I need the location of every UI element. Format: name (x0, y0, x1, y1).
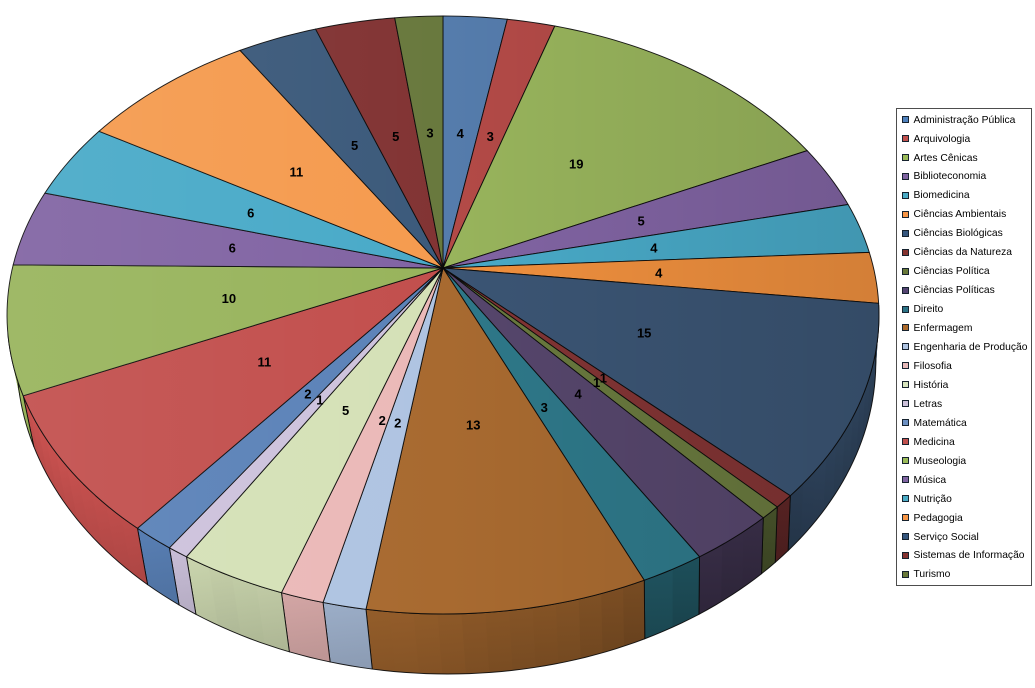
svg-text:4: 4 (650, 240, 658, 255)
svg-text:10: 10 (222, 291, 236, 306)
svg-text:19: 19 (569, 157, 583, 172)
svg-text:5: 5 (638, 214, 645, 229)
svg-text:5: 5 (342, 403, 349, 418)
svg-text:4: 4 (655, 265, 663, 280)
svg-text:2: 2 (304, 386, 311, 401)
svg-text:3: 3 (487, 129, 494, 144)
svg-text:11: 11 (289, 164, 303, 179)
svg-text:2: 2 (379, 413, 386, 428)
svg-text:3: 3 (541, 400, 548, 415)
svg-text:4: 4 (575, 386, 583, 401)
svg-text:2: 2 (394, 415, 401, 430)
svg-text:6: 6 (247, 205, 254, 220)
svg-text:1: 1 (600, 370, 607, 385)
svg-text:6: 6 (229, 240, 236, 255)
svg-text:13: 13 (466, 417, 480, 432)
svg-text:3: 3 (426, 126, 433, 141)
svg-text:5: 5 (351, 138, 358, 153)
svg-text:15: 15 (637, 325, 651, 340)
svg-text:11: 11 (258, 355, 272, 370)
svg-text:4: 4 (457, 126, 465, 141)
svg-text:1: 1 (316, 393, 323, 408)
svg-text:1: 1 (593, 375, 600, 390)
svg-text:5: 5 (392, 129, 399, 144)
